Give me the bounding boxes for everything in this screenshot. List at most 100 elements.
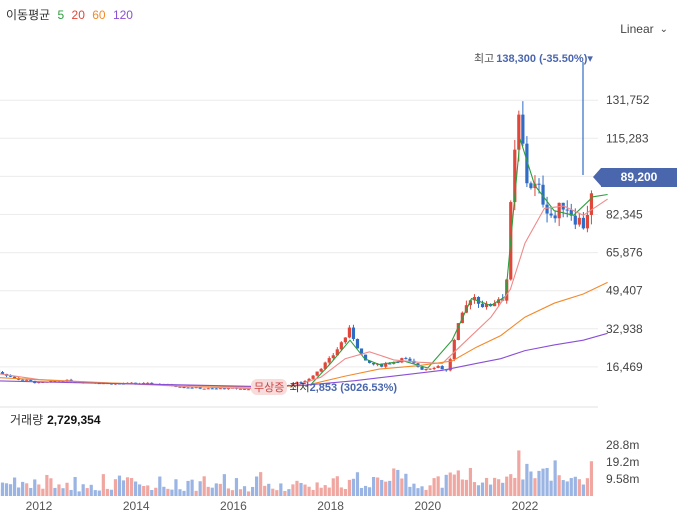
high-change: (-35.50%) <box>539 53 588 65</box>
volume-bar <box>331 478 335 496</box>
volume-tick-label: 9.58m <box>606 472 639 486</box>
candle-body <box>372 362 376 365</box>
candle-body <box>521 114 525 144</box>
volume-bar <box>69 489 73 496</box>
candle-body <box>424 368 428 370</box>
volume-bar <box>142 485 146 496</box>
volume-bar <box>589 461 594 496</box>
candle-body <box>529 183 533 189</box>
legend-ma20[interactable]: 20 <box>71 8 85 22</box>
volume-bar <box>125 477 130 496</box>
volume-bar <box>250 486 255 496</box>
volume-bar <box>432 478 436 496</box>
volume-bar <box>424 489 428 496</box>
ma20-line <box>0 198 608 390</box>
volume-bar <box>303 484 307 496</box>
volume-bar <box>283 490 287 496</box>
scale-label: Linear <box>620 22 654 36</box>
x-tick-label: 2012 <box>26 499 53 513</box>
volume-bar <box>384 481 388 496</box>
candle-body <box>323 362 327 369</box>
candle-body <box>468 300 473 306</box>
candle-body <box>428 368 432 370</box>
legend-ma60[interactable]: 60 <box>92 8 106 22</box>
volume-bar <box>271 488 275 496</box>
candle-body <box>37 382 41 384</box>
current-price-tag: 89,200 <box>593 168 677 187</box>
volume-bar <box>521 479 525 496</box>
candle-body <box>214 388 218 390</box>
candle-body <box>182 387 186 389</box>
price-tick-label: 32,938 <box>606 322 643 336</box>
bonus-issue-badge[interactable]: 무상증 <box>251 379 288 395</box>
candle-body <box>134 382 138 384</box>
volume-bar <box>218 483 222 496</box>
volume-bar <box>339 487 343 496</box>
candle-body <box>440 366 444 370</box>
candle-body <box>210 388 214 390</box>
candle-body <box>146 382 150 384</box>
candle-body <box>202 388 206 390</box>
volume-bar <box>529 471 533 496</box>
moving-average-lines <box>0 138 608 390</box>
x-tick-label: 2018 <box>317 499 344 513</box>
legend-ma120[interactable]: 120 <box>112 8 133 22</box>
candle-body <box>557 202 561 219</box>
volume-bar <box>246 491 251 496</box>
price-tick-label: 16,469 <box>606 360 643 374</box>
volume-bar <box>525 463 529 496</box>
low-value: 2,853 <box>309 382 338 394</box>
candle-body <box>581 217 585 229</box>
candle-body <box>408 358 412 361</box>
candle-body <box>339 342 343 350</box>
candle-body <box>246 389 251 391</box>
candle-body <box>222 388 226 390</box>
candle-body <box>343 337 347 343</box>
ma120-line <box>0 332 608 388</box>
low-annotation: 무상증 최저2,853 (3026.53%) <box>251 379 397 395</box>
volume-bar <box>138 484 142 496</box>
volume-bar <box>61 488 65 496</box>
volume-bar <box>408 486 412 496</box>
volume-bar <box>541 468 545 496</box>
volume-bar <box>255 476 259 496</box>
volume-bar <box>105 488 109 496</box>
volume-value: 2,729,354 <box>47 413 101 427</box>
volume-bar <box>509 474 513 496</box>
candle-body <box>13 376 17 378</box>
candle-body <box>206 388 210 390</box>
volume-bar <box>234 478 239 496</box>
candle-body <box>303 381 307 383</box>
candle-body <box>448 359 452 371</box>
candle-body <box>367 360 372 363</box>
legend-ma5[interactable]: 5 <box>57 8 65 22</box>
legend-title: 이동평균 <box>6 8 51 22</box>
candle-body <box>384 363 388 367</box>
volume-bar <box>275 490 279 496</box>
volume-bar <box>146 485 150 496</box>
volume-bar <box>517 450 521 496</box>
x-tick-label: 2020 <box>414 499 441 513</box>
volume-bar <box>162 486 166 496</box>
volume-bar <box>537 470 541 496</box>
volume-bar <box>581 484 585 496</box>
volume-bar <box>93 490 97 496</box>
volume-bar <box>464 479 468 496</box>
price-grid <box>0 99 598 408</box>
candle-body <box>307 378 311 382</box>
candle-body <box>327 358 331 363</box>
volume-bar <box>202 476 206 496</box>
price-tick-label: 115,283 <box>606 131 649 145</box>
scale-selector[interactable]: Linear ⌄ <box>620 22 668 36</box>
candle-body <box>565 209 569 211</box>
candle-body <box>49 380 53 382</box>
volume-bar <box>497 479 501 496</box>
high-value: 138,300 <box>496 53 537 65</box>
candle-body <box>291 384 295 386</box>
candle-body <box>242 388 247 390</box>
volume-bar <box>45 474 49 496</box>
volume-bar <box>178 489 182 496</box>
volume-bars <box>0 450 594 496</box>
candle-body <box>577 217 581 225</box>
